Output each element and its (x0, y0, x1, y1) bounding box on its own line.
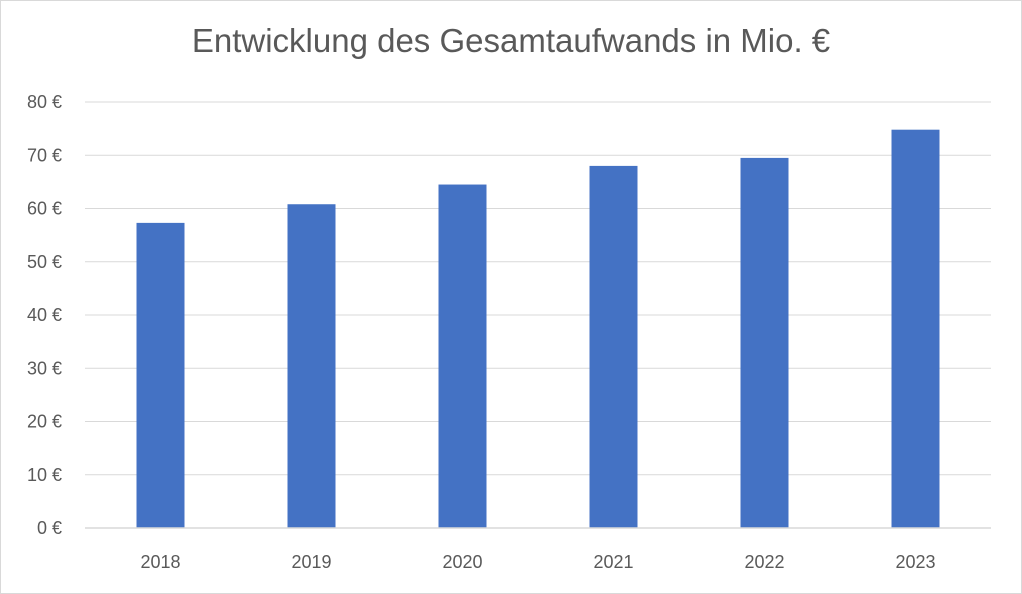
x-tick-label: 2018 (140, 552, 180, 572)
bar (589, 165, 638, 528)
bar (740, 157, 789, 528)
y-axis-ticks: 0 € 10 € 20 € 30 € 40 € 50 € 60 € 70 € 80 € (27, 92, 62, 538)
y-tick-label: 20 € (27, 412, 62, 432)
y-tick-label: 40 € (27, 305, 62, 325)
bars (136, 129, 940, 529)
x-axis-ticks: 2018 2019 2020 2021 2022 2023 (140, 552, 935, 572)
y-tick-label: 50 € (27, 252, 62, 272)
x-tick-label: 2022 (744, 552, 784, 572)
y-tick-label: 10 € (27, 465, 62, 485)
chart-title: Entwicklung des Gesamtaufwands in Mio. € (191, 22, 831, 59)
x-tick-label: 2023 (895, 552, 935, 572)
bar (136, 222, 185, 528)
bar (438, 184, 487, 528)
y-tick-label: 80 € (27, 92, 62, 112)
gridlines (85, 101, 991, 476)
x-tick-label: 2020 (442, 552, 482, 572)
y-tick-label: 60 € (27, 199, 62, 219)
x-tick-label: 2021 (593, 552, 633, 572)
y-tick-label: 70 € (27, 145, 62, 165)
bar (287, 204, 336, 529)
x-tick-label: 2019 (291, 552, 331, 572)
y-tick-label: 30 € (27, 358, 62, 378)
bar (891, 129, 940, 528)
y-tick-label: 0 € (37, 518, 62, 538)
